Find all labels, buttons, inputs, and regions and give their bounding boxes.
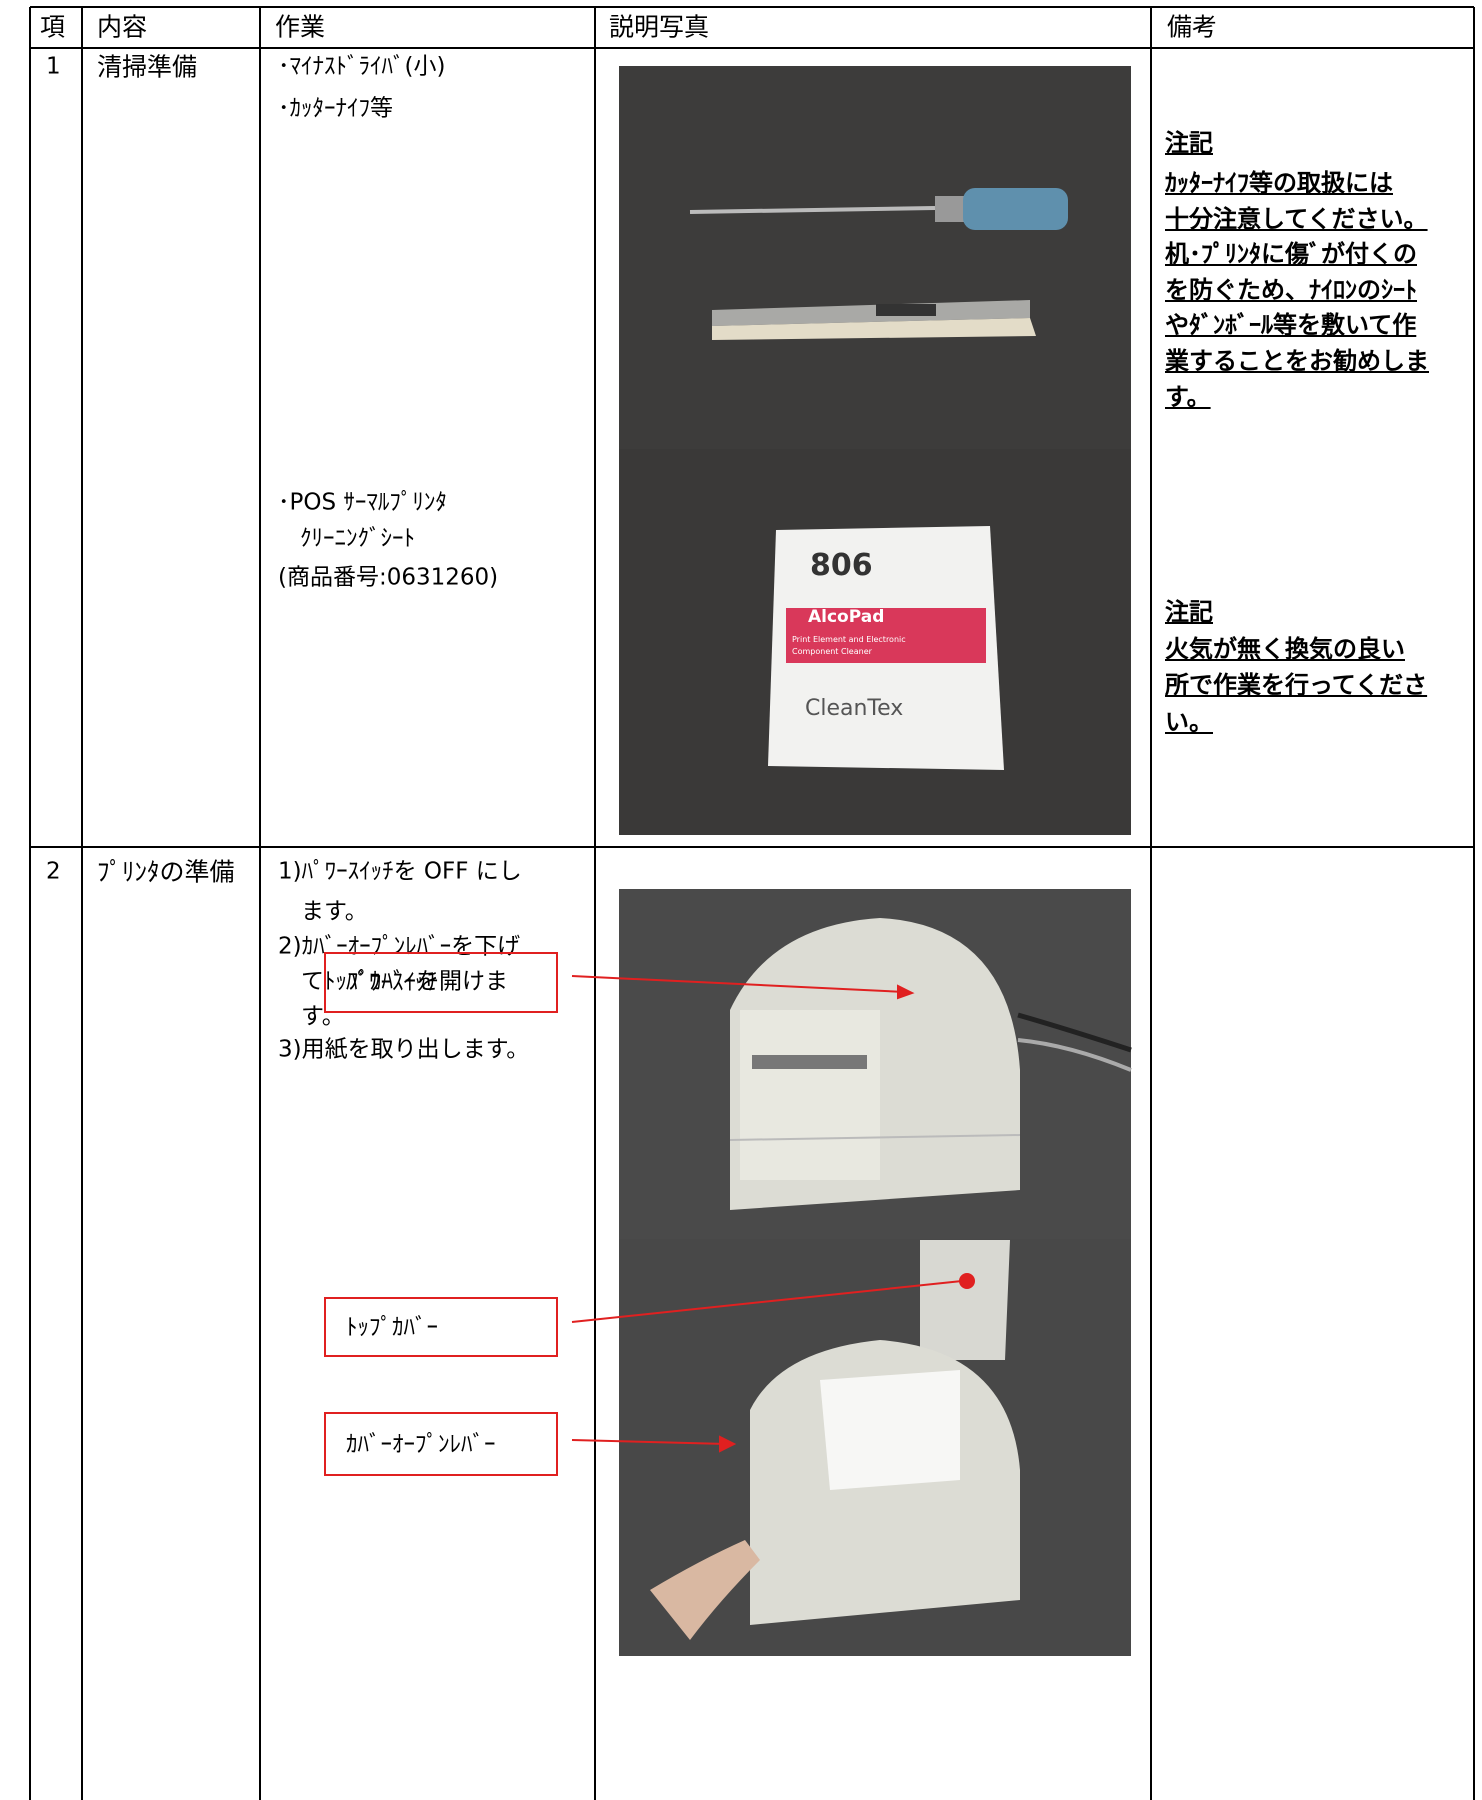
task-line: す。 <box>301 1003 345 1030</box>
header-cell: 項 <box>40 12 66 42</box>
header-cell: 内容 <box>97 12 148 42</box>
note-heading: 注記 <box>1165 129 1213 157</box>
task-line: ます。 <box>301 898 368 925</box>
row-content: 清掃準備 <box>97 52 198 82</box>
callout-label: ｶﾊﾞｰｵｰﾌﾟﾝﾚﾊﾞｰ <box>346 1431 496 1458</box>
note-line: やﾀﾞﾝﾎﾞｰﾙ等を敷いて作 <box>1165 311 1417 339</box>
pad-text: AlcoPad <box>808 607 884 627</box>
note-line: 火気が無く換気の良い <box>1165 635 1405 663</box>
note-line: を防ぐため、ﾅｲﾛﾝのｼｰﾄ <box>1165 276 1417 304</box>
task-line: ･ｶｯﾀｰﾅｲﾌ等 <box>278 95 393 122</box>
callout-box <box>324 1412 558 1476</box>
note-line: 所で作業を行ってくださ <box>1165 671 1428 699</box>
task-line: ･POS ｻｰﾏﾙﾌﾟﾘﾝﾀ <box>278 489 447 516</box>
photo-cleaning-sheet <box>619 449 1131 835</box>
pad-text: Print Element and Electronic <box>792 635 906 644</box>
note-line: 十分注意してください。 <box>1165 205 1428 233</box>
row-number: 1 <box>46 53 61 80</box>
callout-box <box>324 952 558 1013</box>
callout-box <box>324 1297 558 1357</box>
pad-text: Component Cleaner <box>792 647 873 656</box>
pad-text: CleanTex <box>805 696 903 721</box>
photo-printer <box>619 889 1132 1239</box>
task-line: ｸﾘｰﾆﾝｸﾞｼｰﾄ <box>300 525 415 552</box>
task-line: (商品番号:0631260) <box>278 564 499 591</box>
photo-label-texts: 806 AlcoPad Print Element and Electronic… <box>792 548 906 721</box>
task-line: ･ﾏｲﾅｽﾄﾞﾗｲﾊﾞ(小) <box>278 53 446 80</box>
photo-printer-open <box>619 1239 1131 1656</box>
header-cell: 備考 <box>1167 12 1218 42</box>
note-line: 机･ﾌﾟﾘﾝﾀに傷ﾞが付くの <box>1165 240 1417 268</box>
photo-tools <box>619 66 1131 449</box>
header-cell: 説明写真 <box>609 12 710 42</box>
note-line: す。 <box>1165 383 1211 411</box>
task-line: 3)用紙を取り出します。 <box>278 1036 530 1063</box>
callout-label: ﾄｯﾌﾟｶﾊﾞｰ <box>346 1314 438 1341</box>
callout-label: ﾊﾟﾜｰｽｲｯﾁ <box>346 969 438 996</box>
note-line: 業することをお勧めしま <box>1165 347 1429 375</box>
note-heading: 注記 <box>1165 598 1213 626</box>
task-line: てﾄｯﾌﾟｶﾊﾞｰを開けま <box>301 968 508 995</box>
row-content: ﾌﾟﾘﾝﾀの準備 <box>97 857 235 887</box>
header-cell: 作業 <box>275 12 326 42</box>
row-number: 2 <box>46 858 61 885</box>
pad-text: 806 <box>810 548 873 583</box>
callout-arrows <box>571 975 975 1453</box>
table-grid <box>29 6 1475 1800</box>
task-line: 1)ﾊﾟﾜｰｽｲｯﾁを OFF にし <box>278 858 522 885</box>
note-line: ｶｯﾀｰﾅｲﾌ等の取扱には <box>1165 169 1393 197</box>
note-line: い。 <box>1165 708 1213 736</box>
